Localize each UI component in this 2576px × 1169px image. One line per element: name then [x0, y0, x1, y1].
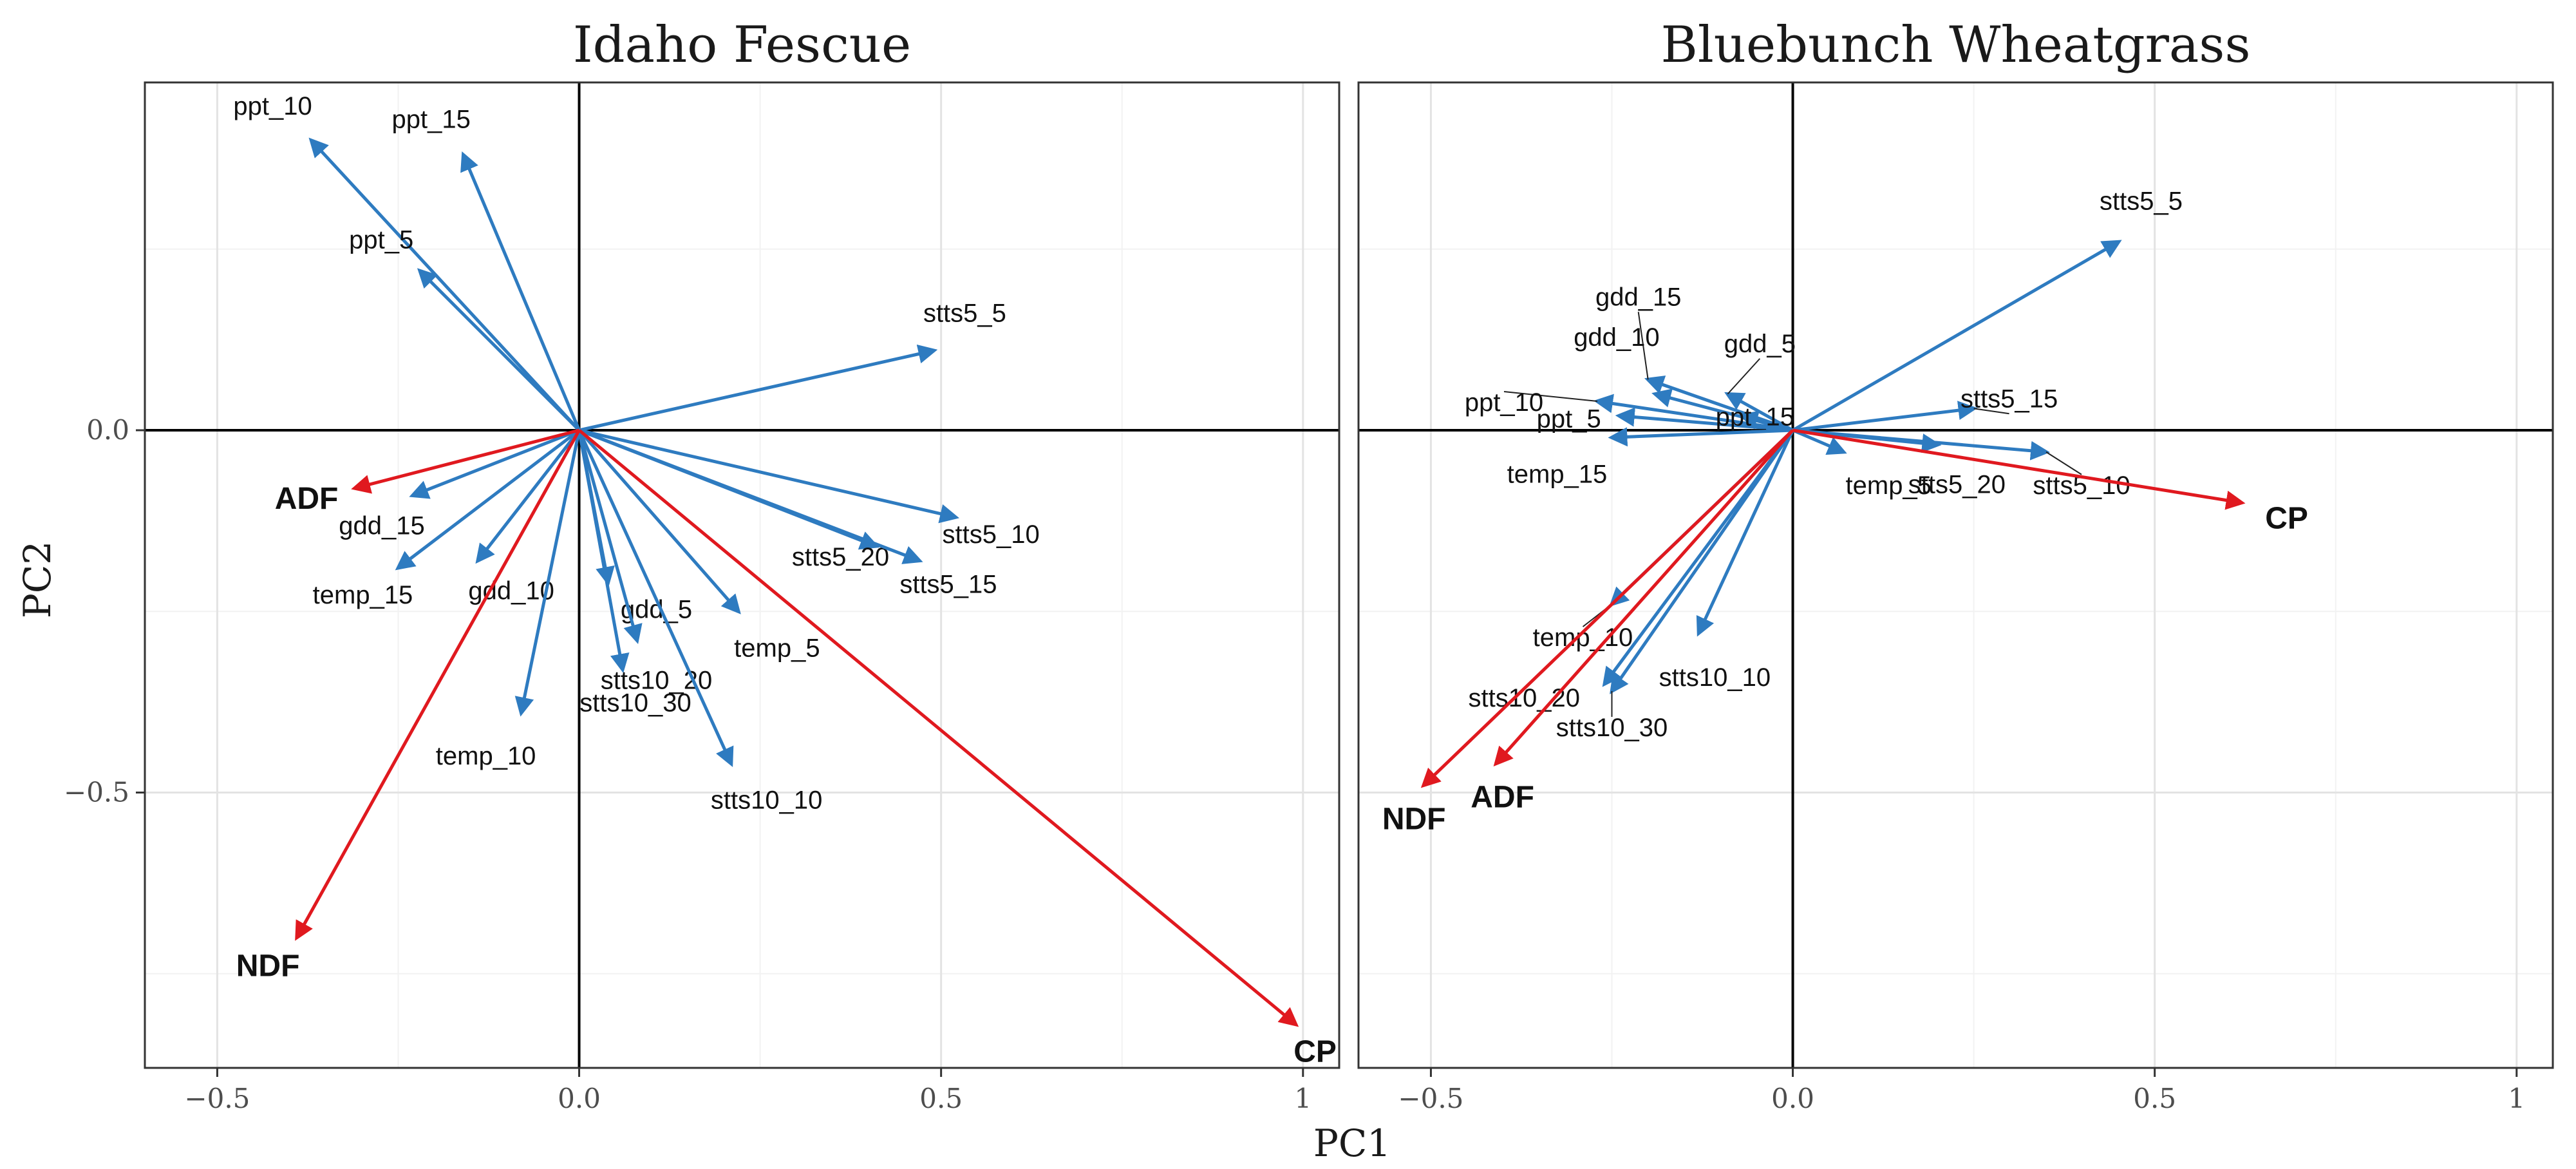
vector-arrow-ndf [1420, 429, 1794, 788]
vector-label-temp-15: temp_15 [313, 581, 413, 609]
vector-label-temp-5: temp_5 [1846, 471, 1932, 500]
vector-label-stts10-30: stts10_30 [1556, 714, 1668, 742]
y-tick-label: 0.0 [86, 414, 129, 446]
x-tick-label: 0.0 [558, 1083, 601, 1114]
vector-arrow-cp [578, 429, 1299, 1027]
y-axis-title: PC2 [15, 541, 59, 618]
x-tick-label: 0.5 [919, 1083, 963, 1114]
vector-arrow-temp-15 [1608, 427, 1793, 447]
vector-arrow-ppt-5 [417, 268, 581, 432]
vector-label-stts5-5: stts5_5 [923, 299, 1006, 327]
vector-arrow-stts10-10 [1696, 429, 1794, 637]
panel-bluebunch-wheatgrass: Bluebunch Wheatgrass −0.5 0.0 0.5 1 stts5_5gd… [1357, 16, 2554, 1114]
vector-label-temp-15: temp_15 [1507, 460, 1608, 488]
vector-arrow-stts5-15 [1792, 401, 1978, 432]
vector-label-ppt-15: ppt_15 [1716, 403, 1794, 432]
vector-arrow-ppt-5 [1615, 407, 1793, 432]
vector-arrow-stts10-20 [578, 430, 643, 645]
vector-arrow-stts5-15 [578, 428, 923, 564]
vector-label-stts5-10: stts5_10 [943, 520, 1040, 549]
x-tick-label: 0.0 [1771, 1083, 1814, 1114]
vector-arrow-stts5-10 [578, 428, 959, 524]
vector-label-stts5-20: stts5_20 [792, 543, 889, 571]
vector-arrow-gdd-10 [475, 429, 581, 564]
vector-label-temp-5: temp_5 [734, 634, 820, 662]
vector-label-cp: CP [1293, 1035, 1337, 1069]
label-leader-line [1727, 358, 1761, 395]
panel-title: Bluebunch Wheatgrass [1661, 16, 2251, 74]
label-leader-line [1973, 408, 2009, 415]
vector-arrow-ppt-15 [1738, 410, 1794, 432]
label-leader-line [1503, 391, 1598, 402]
vector-arrow-stts10-30 [1610, 429, 1794, 694]
panel-frame [1357, 81, 2554, 1069]
label-leader-line [2045, 451, 2082, 475]
vector-label-ppt-10: ppt_10 [1465, 388, 1543, 417]
vector-arrow-stts10-20 [1602, 429, 1794, 687]
vector-label-cp: CP [2265, 502, 2308, 536]
vector-label-ndf: NDF [1382, 802, 1446, 836]
vector-label-gdd-10: gdd_10 [468, 577, 554, 605]
vector-label-adf: ADF [275, 482, 339, 516]
vector-arrow-ndf [295, 429, 581, 941]
vector-label-gdd-5: gdd_5 [1724, 330, 1796, 358]
x-tick-label: −0.5 [1398, 1083, 1463, 1114]
x-tick-label: 1 [2508, 1083, 2525, 1114]
vector-arrow-stts10-10 [578, 429, 734, 767]
vector-arrow-adf [1493, 429, 1794, 766]
vector-label-stts5-15: stts5_15 [1960, 385, 2058, 413]
vector-arrow-ppt-15 [460, 151, 581, 431]
y-tick-label: −0.5 [64, 777, 129, 808]
vector-label-ppt-10: ppt_10 [233, 92, 312, 120]
vector-arrow-temp-5 [1792, 428, 1847, 455]
vector-arrow-gdd-15 [409, 428, 580, 499]
vector-label-temp-10: temp_10 [436, 742, 536, 770]
vector-label-stts5-5: stts5_5 [2100, 187, 2183, 216]
x-tick-label: −0.5 [184, 1083, 250, 1114]
vector-label-stts5-15: stts5_15 [899, 571, 997, 599]
label-leader-line [1637, 312, 1649, 380]
vector-arrow-adf [351, 428, 580, 494]
panel-frame [144, 81, 1340, 1069]
vector-label-gdd-10: gdd_10 [1574, 323, 1659, 352]
vector-arrow-temp-10 [514, 430, 581, 717]
vector-label-stts10-30: stts10_30 [579, 689, 691, 717]
vector-label-gdd-15: gdd_15 [1595, 283, 1681, 311]
x-tick-label: 1 [1294, 1083, 1312, 1114]
vector-label-stts10-10: stts10_10 [1659, 663, 1771, 692]
x-axis-title: PC1 [1313, 1121, 1391, 1165]
x-tick-label: 0.5 [2133, 1083, 2176, 1114]
vector-arrow-stts5-5 [1792, 240, 2122, 432]
vector-label-ppt-5: ppt_5 [349, 226, 413, 254]
vector-arrow-temp-15 [395, 429, 581, 571]
vector-arrow-stts5-10 [1792, 428, 2051, 461]
vector-arrow-cp [1792, 428, 2246, 510]
vector-arrow-ppt-10 [308, 137, 581, 432]
vector-arrow-stts5-5 [578, 344, 938, 432]
vector-label-ndf: NDF [236, 949, 300, 984]
vector-label-ppt-15: ppt_15 [391, 106, 470, 134]
vector-label-stts10-20: stts10_20 [601, 666, 712, 694]
vector-label-stts10-10: stts10_10 [711, 786, 822, 815]
panel-idaho-fescue: Idaho Fescue −0.5 0.0 0.5 1 −0.5 0.0 ppt_10 ppt_… [64, 16, 1340, 1114]
vector-arrow-temp-5 [578, 429, 741, 614]
vector-label-ppt-5: ppt_5 [1537, 405, 1601, 433]
vector-label-stts5-20: stts5_20 [1908, 471, 2006, 499]
vector-arrow-stts10-30 [578, 430, 630, 674]
vector-label-gdd-15: gdd_15 [339, 511, 424, 540]
vector-arrow-ppt-10 [1594, 394, 1793, 432]
vector-label-adf: ADF [1471, 781, 1534, 815]
panel-title: Idaho Fescue [573, 16, 911, 74]
vector-arrow-gdd-5 [1724, 392, 1794, 432]
